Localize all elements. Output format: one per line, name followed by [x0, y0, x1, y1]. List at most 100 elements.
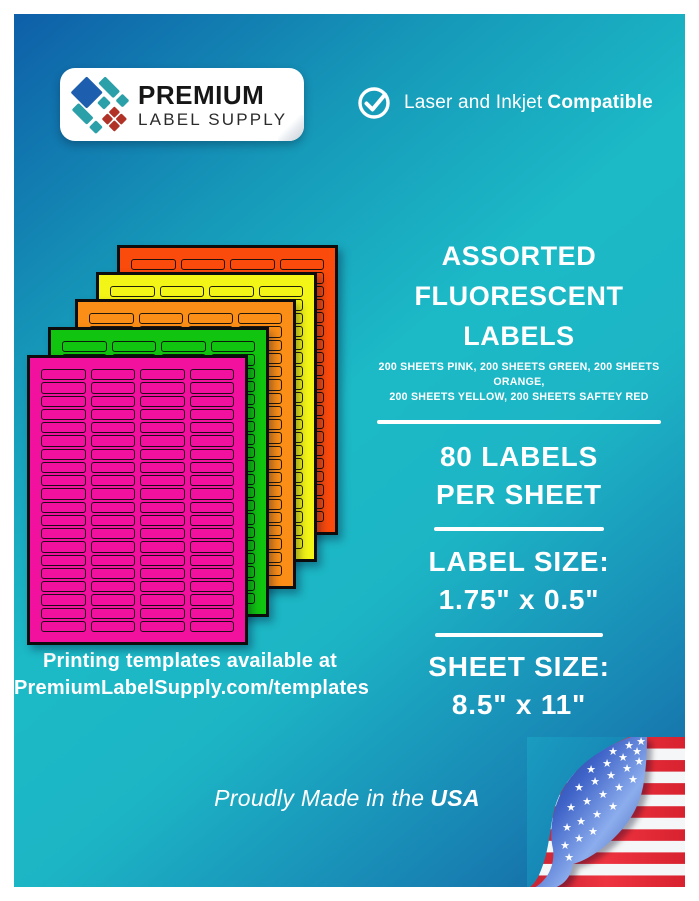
label-cell [90, 594, 135, 606]
label-cell [189, 607, 234, 619]
label-cell [89, 313, 134, 325]
label-cell [90, 541, 135, 553]
svg-text:★: ★ [632, 745, 642, 758]
compatibility-text: Laser and Inkjet [404, 92, 543, 113]
label-cell [41, 581, 86, 593]
label-cell [189, 567, 234, 579]
label-cell [189, 435, 234, 447]
label-cell [41, 528, 86, 540]
svg-text:★: ★ [602, 757, 612, 770]
brand-logo-card: PREMIUM LABEL SUPPLY [60, 68, 304, 141]
label-cell [41, 620, 86, 632]
svg-text:★: ★ [634, 755, 644, 768]
product-title-line2: FLUORESCENT LABELS [414, 281, 624, 351]
label-cell [41, 422, 86, 434]
label-cell [140, 501, 185, 513]
label-cell [90, 581, 135, 593]
label-cell [140, 488, 185, 500]
divider [434, 527, 604, 531]
label-cell [140, 528, 185, 540]
label-cell [110, 286, 155, 298]
svg-text:★: ★ [560, 839, 570, 852]
label-cell [90, 422, 135, 434]
label-cell [189, 581, 234, 593]
svg-text:★: ★ [562, 821, 572, 834]
made-in-usa-text: Proudly Made in the USA [14, 785, 680, 812]
label-cell [189, 369, 234, 381]
label-cell [189, 594, 234, 606]
pack-contents: 200 SHEETS PINK, 200 SHEETS GREEN, 200 S… [358, 360, 680, 405]
label-cell [140, 607, 185, 619]
svg-text:★: ★ [618, 751, 628, 764]
label-cell [41, 448, 86, 460]
label-cell [140, 581, 185, 593]
label-cell [90, 620, 135, 632]
svg-text:★: ★ [614, 781, 624, 794]
divider [435, 633, 603, 637]
label-cell [90, 567, 135, 579]
svg-text:★: ★ [574, 781, 584, 794]
usa-flag-curl-icon: ★ ★ ★★ ★ ★ ★★ ★ ★★★★ ★★★★★ ★★★★★★★ [527, 737, 685, 887]
label-cell [237, 313, 282, 325]
label-cell [41, 567, 86, 579]
label-cell [41, 607, 86, 619]
svg-text:★: ★ [576, 815, 586, 828]
label-sheet-stack [14, 14, 685, 887]
label-sheet-pink [27, 355, 248, 645]
svg-text:★: ★ [622, 762, 632, 775]
label-cell [90, 554, 135, 566]
divider [377, 420, 661, 424]
svg-text:★: ★ [636, 737, 646, 748]
svg-text:★: ★ [608, 800, 618, 813]
label-cell [189, 395, 234, 407]
label-cell [140, 620, 185, 632]
label-cell [140, 408, 185, 420]
svg-text:★: ★ [582, 795, 592, 808]
label-cell [41, 461, 86, 473]
label-cell [159, 286, 204, 298]
label-cell [189, 408, 234, 420]
sheet-size-value: 8.5" x 11" [451, 689, 587, 720]
label-cell [189, 475, 234, 487]
label-cell [189, 528, 234, 540]
svg-text:★: ★ [628, 773, 638, 786]
label-cell [41, 475, 86, 487]
label-cell [90, 528, 135, 540]
label-cell [189, 620, 234, 632]
svg-text:★: ★ [608, 745, 618, 758]
label-cell [41, 369, 86, 381]
label-cell [189, 488, 234, 500]
label-cell [189, 554, 234, 566]
label-cell [90, 408, 135, 420]
label-cell [90, 369, 135, 381]
label-cell [140, 461, 185, 473]
labels-per-sheet-line2: PER SHEET [436, 479, 602, 510]
label-cell [90, 461, 135, 473]
label-cell [189, 461, 234, 473]
label-size-heading: LABEL SIZE: [428, 546, 610, 577]
label-cell [41, 488, 86, 500]
label-cell [230, 259, 275, 271]
label-cell [140, 422, 185, 434]
product-title: ASSORTED FLUORESCENT LABELS [358, 236, 680, 356]
compatibility-badge: Laser and Inkjet Compatible [356, 85, 653, 121]
label-cell [180, 259, 225, 271]
label-cell [258, 286, 303, 298]
label-cell [189, 382, 234, 394]
svg-text:★: ★ [598, 788, 608, 801]
label-cell [41, 514, 86, 526]
product-info-panel: ASSORTED FLUORESCENT LABELS 200 SHEETS P… [358, 236, 680, 724]
label-cell [90, 501, 135, 513]
label-cell [90, 448, 135, 460]
label-cell [140, 435, 185, 447]
label-cell [140, 369, 185, 381]
label-cell [161, 341, 206, 353]
sheet-size-heading: SHEET SIZE: [428, 651, 610, 682]
label-cell [140, 567, 185, 579]
label-cell [111, 341, 156, 353]
pack-contents-line2: 200 SHEETS YELLOW, 200 SHEETS SAFTEY RED [389, 391, 649, 403]
product-image-canvas: PREMIUM LABEL SUPPLY Laser and Inkjet Com… [14, 14, 685, 887]
made-in-bold: USA [430, 785, 480, 811]
templates-note-line2: PremiumLabelSupply.com/templates [14, 677, 370, 699]
svg-text:★: ★ [574, 832, 584, 845]
